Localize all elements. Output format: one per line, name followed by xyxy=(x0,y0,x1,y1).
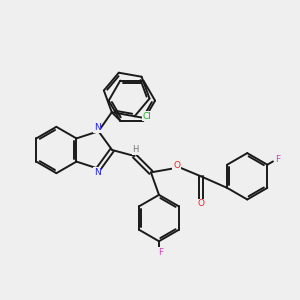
Text: F: F xyxy=(275,155,280,164)
Text: Cl: Cl xyxy=(143,112,152,121)
Text: F: F xyxy=(158,248,163,257)
Text: N: N xyxy=(94,168,100,177)
Text: H: H xyxy=(132,145,139,154)
Text: O: O xyxy=(197,200,204,208)
Text: N: N xyxy=(94,123,100,132)
Text: O: O xyxy=(173,161,180,170)
